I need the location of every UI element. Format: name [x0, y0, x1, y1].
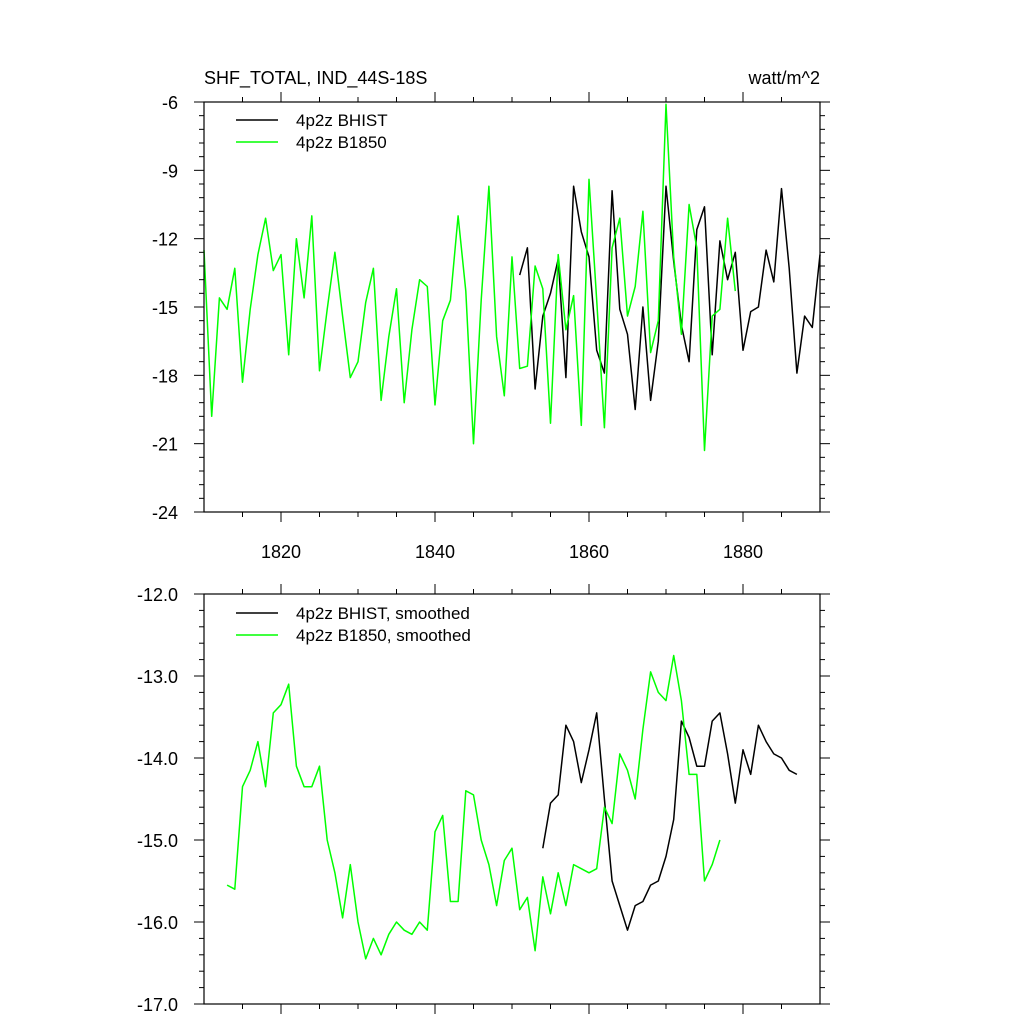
x-tick-label: 1840: [415, 542, 455, 562]
series-line-b1850: [203, 103, 737, 452]
legend-label-bhist-smoothed: 4p2z BHIST, smoothed: [296, 604, 470, 623]
y-tick-label: -15: [152, 298, 178, 318]
plot-series: [203, 103, 821, 452]
legend: 4p2z BHIST, smoothed 4p2z B1850, smoothe…: [236, 604, 471, 645]
y-tick-label: -21: [152, 435, 178, 455]
chart-title: SHF_TOTAL, IND_44S-18S: [204, 68, 427, 89]
x-tick-label: 1880: [723, 542, 763, 562]
x-tick-label: 1820: [261, 542, 301, 562]
y-tick-label: -12.0: [137, 585, 178, 605]
legend-label-b1850: 4p2z B1850: [296, 133, 387, 152]
y-tick-label: -24: [152, 503, 178, 523]
y-tick-label: -6: [162, 93, 178, 113]
panel-top: SHF_TOTAL, IND_44S-18S watt/m^2 1820 1840…: [152, 68, 830, 562]
series-line-bhist: [518, 185, 821, 411]
axis-ticks: -17.0 -16.0 -15.0 -14.0 -13.0 -12.0: [137, 584, 830, 1015]
plot-series: [226, 654, 798, 960]
panel-bottom: -17.0 -16.0 -15.0 -14.0 -13.0 -12.0 4p2z BHIS…: [137, 584, 830, 1015]
series-line-bhist: [542, 712, 798, 931]
y-tick-label: -13.0: [137, 667, 178, 687]
y-tick-label: -12: [152, 230, 178, 250]
y-tick-label: -17.0: [137, 995, 178, 1015]
y-tick-label: -9: [162, 161, 178, 181]
series-line-b1850: [226, 654, 721, 960]
x-tick-label: 1860: [569, 542, 609, 562]
y-tick-label: -15.0: [137, 831, 178, 851]
plot-frame: [203, 593, 821, 1005]
units-label: watt/m^2: [748, 68, 820, 88]
plot-frame: [203, 101, 821, 513]
legend-label-b1850-smoothed: 4p2z B1850, smoothed: [296, 626, 471, 645]
axis-ticks: 1820 1840 1860 1880 -24 -21 -18 -15 -12 -9 -6: [152, 92, 830, 562]
y-tick-label: -18: [152, 366, 178, 386]
legend: 4p2z BHIST 4p2z B1850: [236, 111, 388, 152]
legend-label-bhist: 4p2z BHIST: [296, 111, 388, 130]
y-tick-label: -14.0: [137, 749, 178, 769]
y-tick-label: -16.0: [137, 913, 178, 933]
